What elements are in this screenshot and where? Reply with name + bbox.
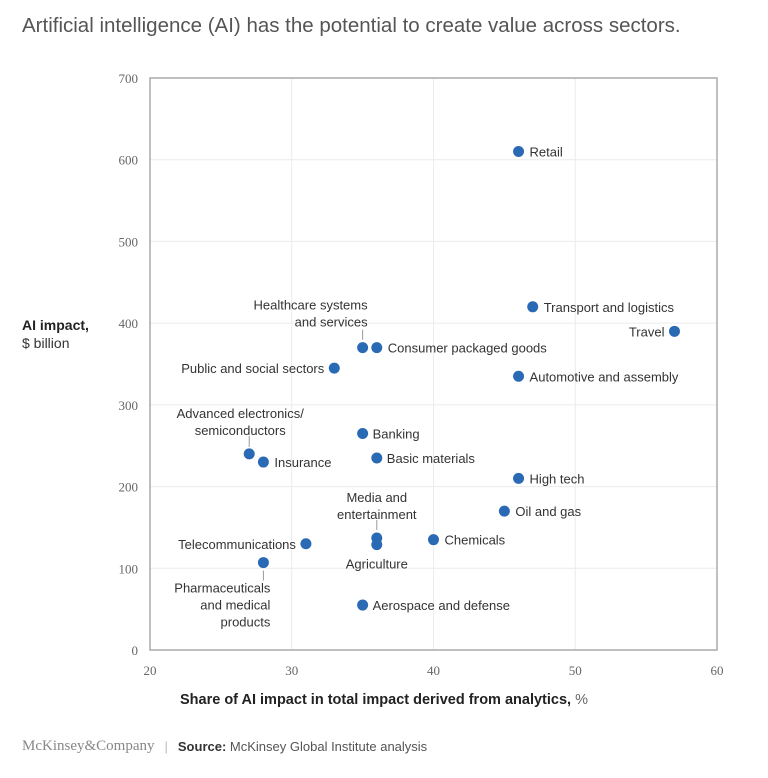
data-point [300,538,312,550]
point-label: Public and social sectors [181,361,325,376]
y-tick-label: 200 [119,480,139,495]
data-point [243,448,255,460]
x-tick-label: 20 [144,663,157,678]
y-tick-label: 600 [119,153,139,168]
data-point [428,534,439,546]
point-label: Advanced electronics/semiconductors [177,406,305,438]
y-tick-label: 100 [119,561,139,576]
point-label: Banking [373,426,420,441]
mckinsey-logo: McKinsey&Company [22,738,155,754]
footer: McKinsey&Company | Source: McKinsey Glob… [22,738,427,755]
data-point [371,452,383,464]
x-tick-label: 40 [427,663,440,678]
source-note: Source: McKinsey Global Institute analys… [178,739,427,754]
plot-frame [149,77,718,651]
data-point [513,370,525,382]
data-point [357,427,369,439]
point-label: Basic materials [387,451,476,466]
x-axis-unit: % [575,692,588,708]
point-label: Media and entertainment [337,490,417,522]
data-point [527,301,539,313]
data-point [257,557,269,569]
point-label: Agriculture [346,557,408,572]
data-point [357,599,369,611]
point-label: Consumer packaged goods [388,341,547,356]
y-tick-label: 700 [119,71,139,86]
point-label: Telecommunications [178,537,296,552]
y-axis-label: AI impact, $ billion [22,316,89,352]
data-point [498,505,510,517]
x-tick-label: 60 [711,663,724,678]
point-label: High tech [530,471,585,486]
source-text: McKinsey Global Institute analysis [229,739,428,754]
point-label: Chemicals [445,533,506,548]
point-label: Transport and logistics [544,300,675,315]
x-tick-label: 50 [569,663,582,678]
data-point [371,539,383,551]
x-tick-label: 30 [285,663,298,678]
y-axis-unit: $ billion [22,335,70,351]
y-tick-label: 300 [119,398,139,413]
data-point [513,472,525,484]
data-point [357,342,369,354]
point-label: Aerospace and defense [373,598,510,613]
y-axis-title: AI impact, [22,317,89,333]
y-tick-label: 400 [119,316,139,331]
y-tick-label: 0 [132,643,139,658]
data-point [371,342,383,354]
y-tick-label: 500 [119,234,139,249]
point-label: Insurance [274,455,331,470]
point-label: Automotive and assembly [530,369,679,384]
point-label: Oil and gas [515,504,581,519]
point-label: Healthcare systems and services [253,298,368,330]
data-point [513,146,525,158]
data-point [328,362,340,374]
chart-title: Artificial intelligence (AI) has the pot… [22,14,681,37]
source-label: Source: [177,739,227,754]
x-axis-title: Share of AI impact in total impact deriv… [180,692,572,708]
point-label: Travel [629,324,665,339]
data-point [257,456,269,468]
footer-divider: | [164,739,168,754]
point-label: Pharmaceuticals and medical products [174,581,271,630]
x-axis-label: Share of AI impact in total impact deriv… [0,692,768,708]
point-label: Retail [530,145,563,160]
data-point [668,325,680,337]
